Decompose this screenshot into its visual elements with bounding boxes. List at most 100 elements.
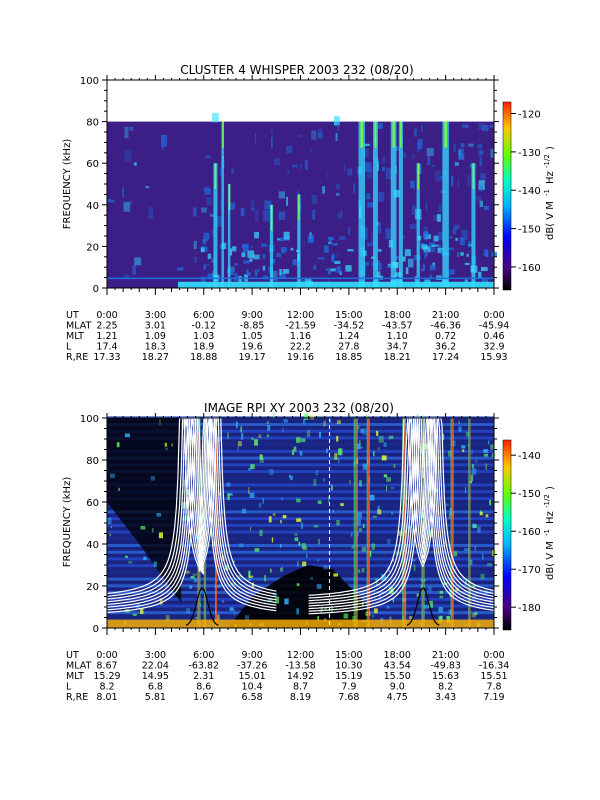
spectral-cell [294,537,299,542]
plasma-curve-left [308,417,424,599]
y-tick-label: 0 [93,624,99,635]
spectral-cell [487,440,490,445]
spectral-cell [259,454,263,460]
low-freq-emission [330,268,336,272]
colorbar-ticks-2: -140 -150 -160 -170 -180 [511,451,541,614]
emission-burst-peak [472,163,475,190]
spectral-cell [463,547,469,551]
spectral-cell [327,496,330,503]
spectral-cell [335,192,340,196]
spectral-cell [439,590,443,594]
colorbar-ticks-1: -120 -130 -140 -150 -160 [511,110,541,274]
spectral-cell [442,539,447,544]
spectral-cell [477,143,483,149]
spectral-cell [124,433,130,438]
low-freq-emission [420,268,425,272]
spectral-cell [122,187,125,198]
spectral-cell [383,442,387,447]
low-freq-emission [282,269,290,274]
low-freq-emission [334,260,341,265]
ephemeris-value: 34.7 [387,342,408,353]
spectral-cell [160,134,168,147]
low-freq-emission [276,253,282,258]
colorbar-tick-label: -170 [518,565,541,576]
frequency-stripe [107,503,494,507]
emission-burst [390,121,397,288]
ephemeris-value: 0:00 [96,650,117,661]
spectral-cell [393,464,396,468]
spectral-cell [264,575,267,582]
low-freq-emission [387,263,392,267]
ephemeris-value: 9.0 [390,682,405,693]
ephemeris-value: -63.82 [188,661,219,672]
spectral-cell [461,445,466,449]
spectral-cell [273,158,280,166]
spectral-cell [471,449,473,456]
spectral-cell [411,559,416,562]
spectral-cell [309,149,313,152]
colorbar-2 [502,439,512,631]
spectral-cell [333,573,339,577]
spectral-cell [351,545,354,549]
spectral-cell [211,229,215,237]
low-freq-emission [242,245,249,253]
ephemeris-value: 15.51 [480,671,507,682]
spectral-cell [372,614,374,618]
plasma-curve-left [308,417,424,607]
spectral-cell [245,615,250,621]
spectral-cell [284,598,289,605]
spectral-cell [209,214,215,217]
spectral-cell [468,143,474,147]
low-freq-emission [254,269,258,277]
low-freq-emission [466,253,469,257]
spectral-cell [409,616,413,620]
low-freq-emission [283,231,290,240]
spectral-cell [219,437,222,442]
spectral-cell [304,160,308,170]
low-freq-emission [277,238,281,241]
spectral-cell [475,196,482,201]
low-freq-emission [388,239,393,248]
spectral-cell [228,493,233,496]
y-tick-label: 80 [86,456,99,467]
spectral-cell [296,518,302,522]
spectral-cell [140,526,146,530]
spectral-cell [367,168,373,180]
ephemeris-value: 18.21 [384,352,411,363]
ephemeris-value: 17.24 [432,352,459,363]
spectral-cell [369,494,375,501]
emission-burst [269,204,274,288]
spectral-cell [317,559,320,562]
spectral-cell [306,430,311,437]
spectral-cell [492,604,494,607]
spectral-cell [344,164,346,172]
frequency-stripe [107,510,494,514]
ephemeris-value: -45.94 [479,321,510,332]
spectral-cell [322,478,325,482]
ephemeris-value: 0:00 [483,310,504,321]
spectral-cell [259,529,263,537]
spectral-cell [313,478,317,486]
spectral-cell [348,227,351,235]
spectral-cell [220,199,222,211]
spectral-cell [358,480,362,487]
spectral-cell [357,518,361,526]
spectral-cell [109,533,111,537]
spectral-cell [453,551,458,557]
spectral-cell [361,601,364,607]
spectral-cell [327,173,329,179]
ephemeris-value: 0.72 [435,331,456,342]
ephemeris-value: 14.92 [287,671,314,682]
ephemeris-value: 8.19 [290,692,311,703]
spectral-cell [304,413,308,420]
spectral-cell [413,417,416,425]
panel-image: IMAGE RPI XY 2003 232 (08/20) 0 20 40 60 80 1… [62,401,556,703]
ephemeris-value: 12:00 [287,650,314,661]
colorbar-tick-label: -150 [518,225,541,236]
low-freq-emission [376,260,380,265]
spectral-cell [129,126,134,131]
low-freq-emission [386,265,394,269]
spectral-cell [272,513,276,517]
frequency-stripe [107,483,494,487]
spectral-cell [318,538,321,545]
